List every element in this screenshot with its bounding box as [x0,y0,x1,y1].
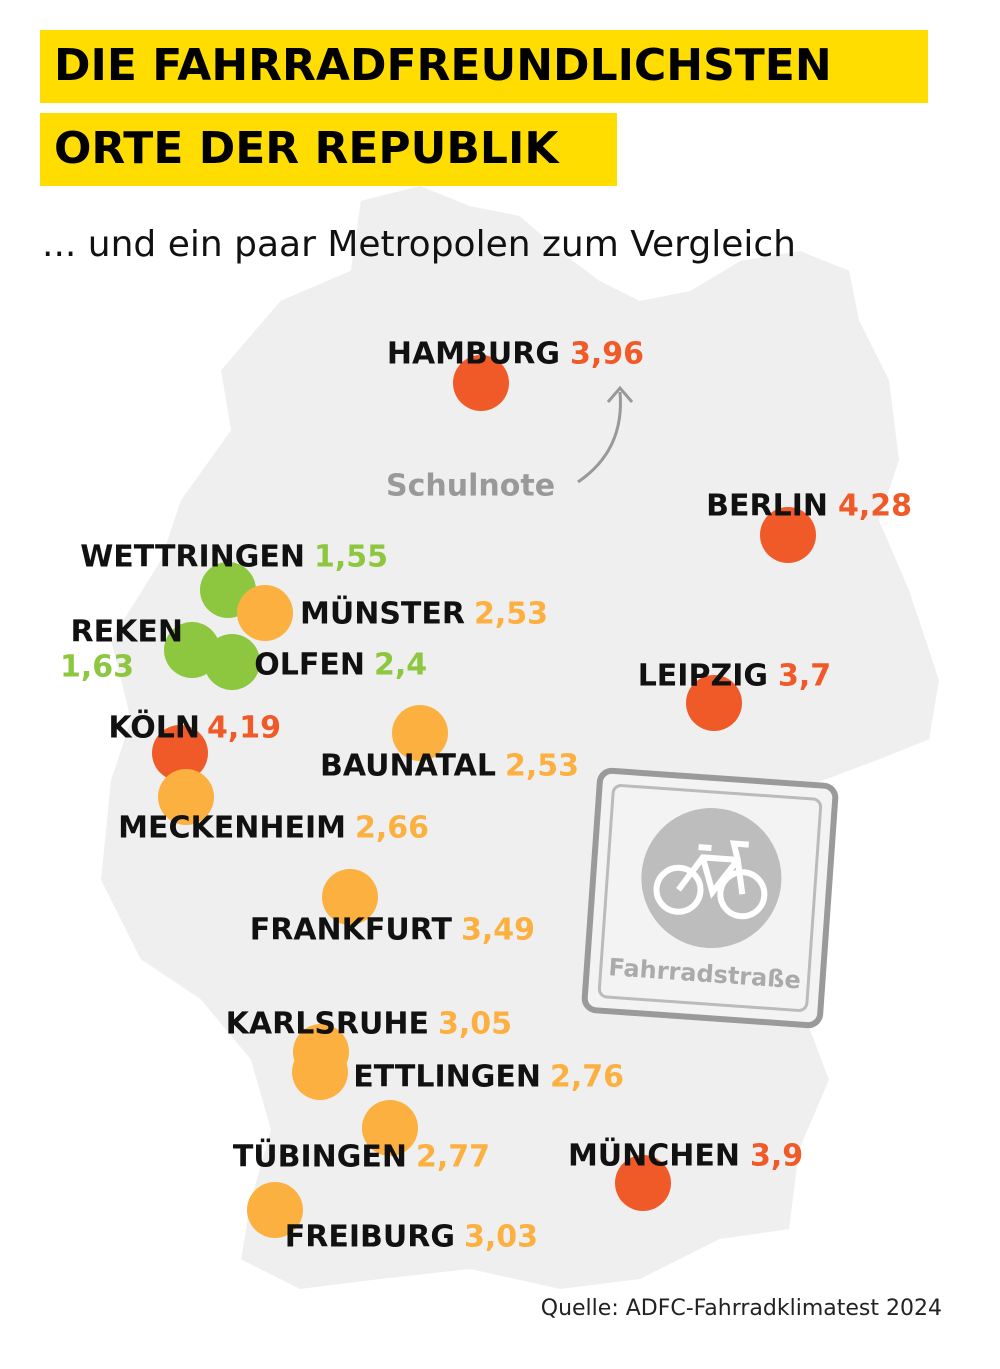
city-dot [392,705,448,761]
city-dot [615,1155,671,1211]
city-name: ETTLINGEN [353,1060,541,1095]
city-name: TÜBINGEN [233,1138,407,1175]
city-score: 2,66 [355,811,429,846]
sign: Fahrradstraße [581,767,839,1029]
city-score: 3,7 [778,659,831,694]
city-score: 4,19 [207,711,281,746]
city-name: BAUNATAL [320,749,496,784]
city-name: REKEN [71,615,183,650]
city-dot [686,675,742,731]
city-score: 3,49 [461,913,535,948]
city-score: 1,55 [314,540,388,575]
city-dot [760,507,816,563]
title-box [40,113,617,186]
city-name: OLFEN [254,648,365,683]
city-dot [204,634,260,690]
city-score: 3,03 [464,1220,538,1255]
city-score: 2,53 [505,749,579,784]
city-name: WETTRINGEN [80,540,305,575]
title: ORTE DER REPUBLIK [54,123,560,174]
city-dot [453,355,509,411]
city-dot [362,1100,418,1156]
city-score: 4,28 [838,489,912,524]
subtitle: ... und ein paar Metropolen zum Vergleic… [42,224,796,265]
city-name: FREIBURG [285,1220,455,1255]
city-name: FRANKFURT [250,913,453,948]
city-dot [158,769,214,825]
city-name: LEIPZIG [638,659,768,694]
city-score: 2,53 [474,597,548,632]
city-score: 1,63 [60,650,134,685]
city-score: 2,77 [416,1140,490,1175]
source: Quelle: ADFC-Fahrradklimatest 2024 [541,1296,942,1321]
city-name: KÖLN [108,709,200,746]
annotation-arrow [577,391,622,484]
labels: HAMBURG 3,96 BERLIN 4,28 WETTRINGEN 1,55 MÜNST… [60,337,912,1255]
title-box [40,30,928,103]
city-score: 2,76 [550,1060,624,1095]
city-score: 3,96 [570,337,644,372]
title: DIE FAHRRADFREUNDLICHSTEN [54,40,832,91]
dots [152,355,816,1238]
city-dot [322,869,378,925]
city-name: MECKENHEIM [118,811,346,846]
city-name: KARLSRUHE [226,1007,429,1042]
city-score: 2,4 [374,648,427,683]
city-score: 3,9 [750,1139,803,1174]
city-dot [237,585,293,641]
annotation-arrowhead [606,385,634,403]
city-name: BERLIN [706,489,828,524]
city-name: MÜNSTER [300,595,465,632]
city-dot [152,725,208,781]
city-score: 3,05 [438,1007,512,1042]
city-dot [292,1044,348,1100]
city-dot [247,1182,303,1238]
city-name: MÜNCHEN [568,1137,740,1174]
city-name: HAMBURG [387,337,560,372]
annotation: Schulnote [386,469,555,504]
